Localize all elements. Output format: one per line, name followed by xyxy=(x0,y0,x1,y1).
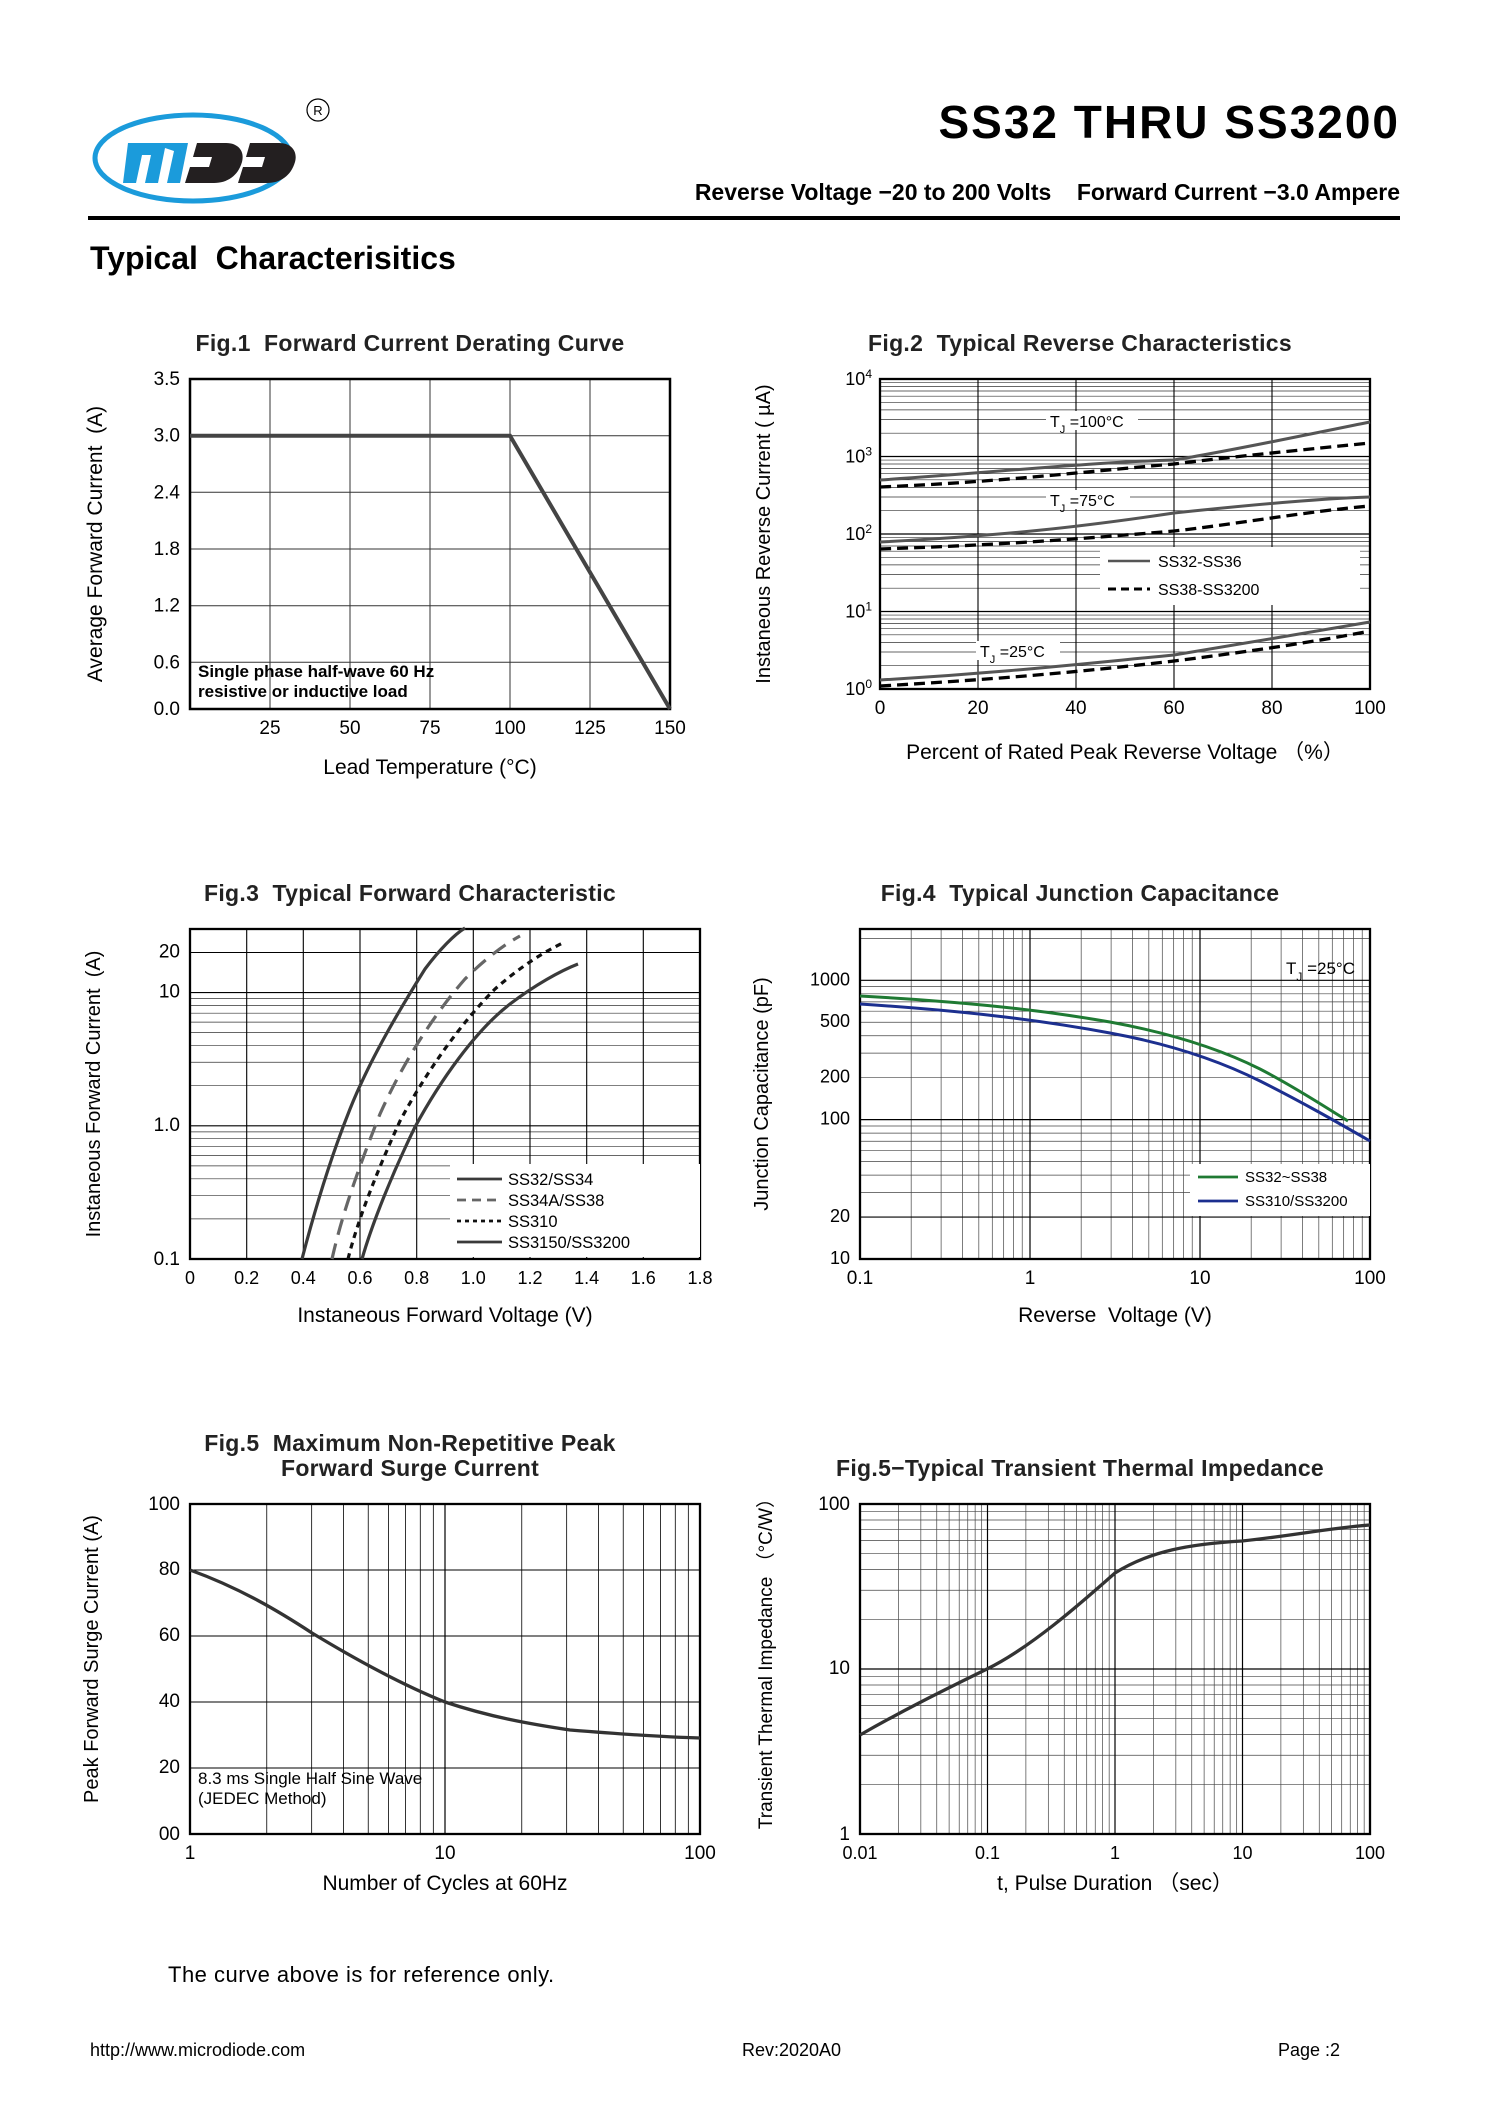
svg-text:125: 125 xyxy=(574,718,606,739)
svg-text:0.01: 0.01 xyxy=(842,1843,877,1863)
svg-text:00: 00 xyxy=(159,1824,180,1845)
svg-text:10: 10 xyxy=(1189,1268,1210,1289)
svg-text:10: 10 xyxy=(159,982,180,1003)
svg-text:3.0: 3.0 xyxy=(154,426,180,447)
svg-text:100: 100 xyxy=(818,1494,850,1515)
svg-text:TJ =25°C: TJ =25°C xyxy=(980,644,1045,666)
svg-text:20: 20 xyxy=(159,1757,180,1778)
svg-text:3.5: 3.5 xyxy=(154,369,180,390)
svg-text:60: 60 xyxy=(1163,698,1184,719)
svg-text:Number of Cycles at 60Hz: Number of Cycles at 60Hz xyxy=(322,1872,567,1894)
svg-text:1.0: 1.0 xyxy=(461,1268,486,1288)
svg-text:80: 80 xyxy=(159,1559,180,1580)
svg-text:8.3 ms Single Half Sine Wave: 8.3 ms Single Half Sine Wave xyxy=(198,1769,422,1788)
svg-text:20: 20 xyxy=(830,1206,850,1226)
svg-text:Average Forward Current (A): Average Forward Current (A) xyxy=(84,406,107,682)
svg-text:SS38-SS3200: SS38-SS3200 xyxy=(1158,582,1260,599)
svg-text:SS32/SS34: SS32/SS34 xyxy=(508,1171,593,1189)
svg-text:150: 150 xyxy=(654,718,686,739)
svg-text:SS310: SS310 xyxy=(508,1213,558,1231)
svg-text:0.1: 0.1 xyxy=(154,1249,180,1270)
svg-text:Lead Temperature (°C): Lead Temperature (°C) xyxy=(323,756,536,779)
svg-text:0.2: 0.2 xyxy=(234,1268,259,1288)
svg-text:40: 40 xyxy=(1065,698,1086,719)
svg-text:0.6: 0.6 xyxy=(154,652,180,673)
svg-text:101: 101 xyxy=(845,600,872,622)
svg-text:2.4: 2.4 xyxy=(154,482,181,503)
svg-text:50: 50 xyxy=(339,718,360,739)
svg-text:0.1: 0.1 xyxy=(975,1843,1000,1863)
svg-text:1.6: 1.6 xyxy=(631,1268,656,1288)
svg-text:100: 100 xyxy=(1354,1268,1386,1289)
svg-text:80: 80 xyxy=(1261,698,1282,719)
svg-text:100: 100 xyxy=(1355,1843,1385,1863)
svg-text:20: 20 xyxy=(159,942,180,963)
svg-text:0.4: 0.4 xyxy=(291,1268,316,1288)
svg-text:0.8: 0.8 xyxy=(404,1268,429,1288)
svg-text:Percent of Rated Peak Reverse: Percent of Rated Peak Reverse Voltage （%… xyxy=(906,741,1344,764)
svg-text:10: 10 xyxy=(830,1248,850,1268)
svg-text:SS34A/SS38: SS34A/SS38 xyxy=(508,1192,604,1210)
svg-text:Junction Capacitance (pF): Junction Capacitance (pF) xyxy=(751,977,773,1210)
svg-text:Instaneous Forward Current (A: Instaneous Forward Current (A) xyxy=(83,951,105,1238)
svg-text:Transient Thermal Impedance （°: Transient Thermal Impedance （°C/W） xyxy=(755,1489,777,1829)
svg-text:1.2: 1.2 xyxy=(517,1268,542,1288)
svg-text:TJ =75°C: TJ =75°C xyxy=(1050,493,1115,515)
svg-text:1.8: 1.8 xyxy=(687,1268,712,1288)
svg-text:100: 100 xyxy=(148,1494,180,1515)
svg-text:Peak Forward Surge Current (A): Peak Forward Surge Current (A) xyxy=(81,1515,103,1803)
svg-text:0.0: 0.0 xyxy=(154,699,180,720)
svg-text:0.6: 0.6 xyxy=(347,1268,372,1288)
svg-text:Reverse Voltage (V): Reverse Voltage (V) xyxy=(1018,1304,1212,1327)
svg-text:100: 100 xyxy=(684,1843,716,1864)
svg-text:500: 500 xyxy=(820,1011,850,1031)
svg-text:104: 104 xyxy=(845,367,872,389)
svg-text:1: 1 xyxy=(185,1843,196,1864)
svg-text:102: 102 xyxy=(845,522,872,544)
svg-text:SS32~SS38: SS32~SS38 xyxy=(1245,1169,1327,1186)
svg-text:SS310/SS3200: SS310/SS3200 xyxy=(1245,1193,1348,1210)
svg-text:25: 25 xyxy=(259,718,280,739)
svg-text:(JEDEC Method): (JEDEC Method) xyxy=(198,1789,326,1808)
svg-text:Single phase half-wave 60 Hz: Single phase half-wave 60 Hz xyxy=(198,662,434,681)
svg-text:R: R xyxy=(313,103,322,118)
svg-text:20: 20 xyxy=(967,698,988,719)
svg-text:SS32-SS36: SS32-SS36 xyxy=(1158,554,1242,571)
svg-text:1.4: 1.4 xyxy=(574,1268,599,1288)
svg-text:100: 100 xyxy=(845,677,872,699)
svg-text:t, Pulse Duration （sec）: t, Pulse Duration （sec） xyxy=(997,1872,1233,1894)
svg-text:0: 0 xyxy=(185,1268,195,1288)
svg-text:100: 100 xyxy=(494,718,526,739)
svg-text:60: 60 xyxy=(159,1625,180,1646)
svg-text:75: 75 xyxy=(419,718,440,739)
svg-text:1.2: 1.2 xyxy=(154,596,180,617)
svg-text:1: 1 xyxy=(1110,1843,1120,1863)
svg-text:100: 100 xyxy=(1354,698,1386,719)
svg-text:Instaneous Forward Voltage (V): Instaneous Forward Voltage (V) xyxy=(297,1304,592,1327)
svg-text:100: 100 xyxy=(820,1109,850,1129)
svg-text:1.8: 1.8 xyxy=(154,539,180,560)
svg-text:0: 0 xyxy=(875,698,886,719)
svg-text:1: 1 xyxy=(1025,1268,1036,1289)
svg-text:0.1: 0.1 xyxy=(847,1268,873,1289)
svg-text:10: 10 xyxy=(1232,1843,1252,1863)
svg-text:10: 10 xyxy=(434,1843,455,1864)
svg-text:resistive or inductive load: resistive or inductive load xyxy=(198,682,408,701)
svg-text:1: 1 xyxy=(839,1824,850,1845)
svg-text:1.0: 1.0 xyxy=(154,1115,180,1136)
svg-text:103: 103 xyxy=(845,445,872,467)
svg-text:40: 40 xyxy=(159,1691,180,1712)
svg-text:1000: 1000 xyxy=(810,969,850,989)
svg-text:Instaneous Reverse Current ( µ: Instaneous Reverse Current ( µA) xyxy=(753,384,775,683)
svg-text:200: 200 xyxy=(820,1067,850,1087)
svg-text:SS3150/SS3200: SS3150/SS3200 xyxy=(508,1234,630,1252)
svg-text:10: 10 xyxy=(829,1658,850,1679)
